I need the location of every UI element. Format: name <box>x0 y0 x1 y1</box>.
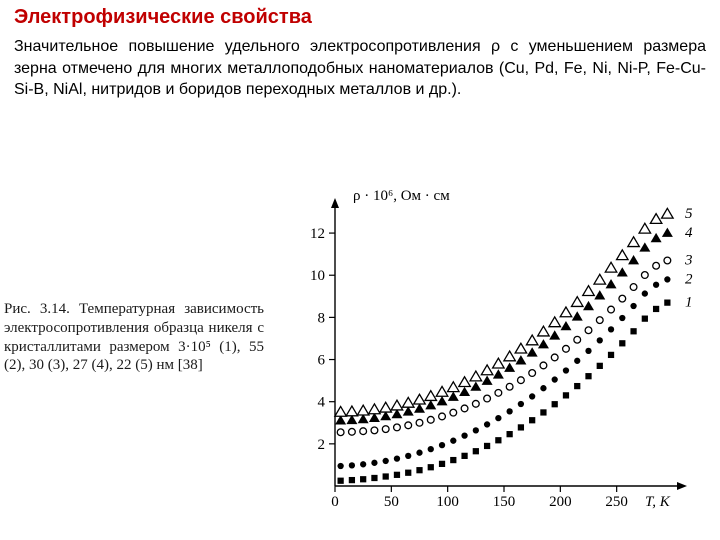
svg-text:0: 0 <box>331 494 339 510</box>
body-paragraph: Значительное повышение удельного электро… <box>14 36 706 101</box>
figure-caption: Рис. 3.14. Температурная зависимость эле… <box>4 300 264 375</box>
svg-text:1: 1 <box>685 295 693 311</box>
svg-text:6: 6 <box>318 353 326 369</box>
svg-text:4: 4 <box>685 225 693 241</box>
svg-text:4: 4 <box>318 395 326 411</box>
svg-text:ρ · 10⁶, Ом · см: ρ · 10⁶, Ом · см <box>353 188 450 204</box>
svg-text:250: 250 <box>605 494 628 510</box>
svg-text:T, К: T, К <box>645 494 671 510</box>
svg-text:100: 100 <box>436 494 459 510</box>
svg-text:150: 150 <box>493 494 516 510</box>
svg-text:5: 5 <box>685 206 693 222</box>
svg-text:3: 3 <box>684 252 693 268</box>
svg-text:50: 50 <box>384 494 399 510</box>
svg-text:10: 10 <box>310 268 325 284</box>
resistivity-chart: 05010015020025024681012ρ · 10⁶, Ом · смT… <box>273 182 713 522</box>
svg-text:2: 2 <box>685 271 693 287</box>
svg-text:8: 8 <box>318 310 326 326</box>
svg-text:12: 12 <box>310 226 325 242</box>
svg-text:2: 2 <box>318 437 326 453</box>
section-title: Электрофизические свойства <box>14 6 312 29</box>
svg-text:200: 200 <box>549 494 572 510</box>
